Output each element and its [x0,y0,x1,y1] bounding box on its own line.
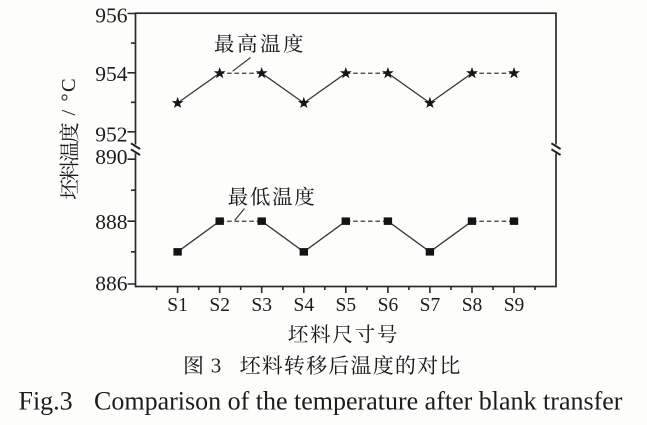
svg-text:952: 952 [95,122,127,146]
svg-text:956: 956 [95,4,128,28]
svg-text:S2: S2 [209,295,230,316]
svg-text:S4: S4 [293,295,314,316]
svg-text:S1: S1 [167,295,188,316]
svg-text:Fig.3: Fig.3 [19,387,73,416]
svg-text:/ °C: / °C [58,77,80,116]
svg-text:S9: S9 [504,295,525,316]
svg-text:S3: S3 [251,295,272,316]
svg-text:S8: S8 [462,295,483,316]
svg-text:S5: S5 [335,295,356,316]
svg-text:S6: S6 [378,295,399,316]
svg-text:Comparison of the temperature: Comparison of the temperature after blan… [94,387,623,416]
svg-text:S7: S7 [420,295,441,316]
svg-text:3: 3 [211,353,222,377]
svg-text:886: 886 [95,272,128,296]
svg-text:890: 890 [95,145,127,169]
svg-text:954: 954 [95,62,128,86]
svg-text:888: 888 [95,210,127,234]
